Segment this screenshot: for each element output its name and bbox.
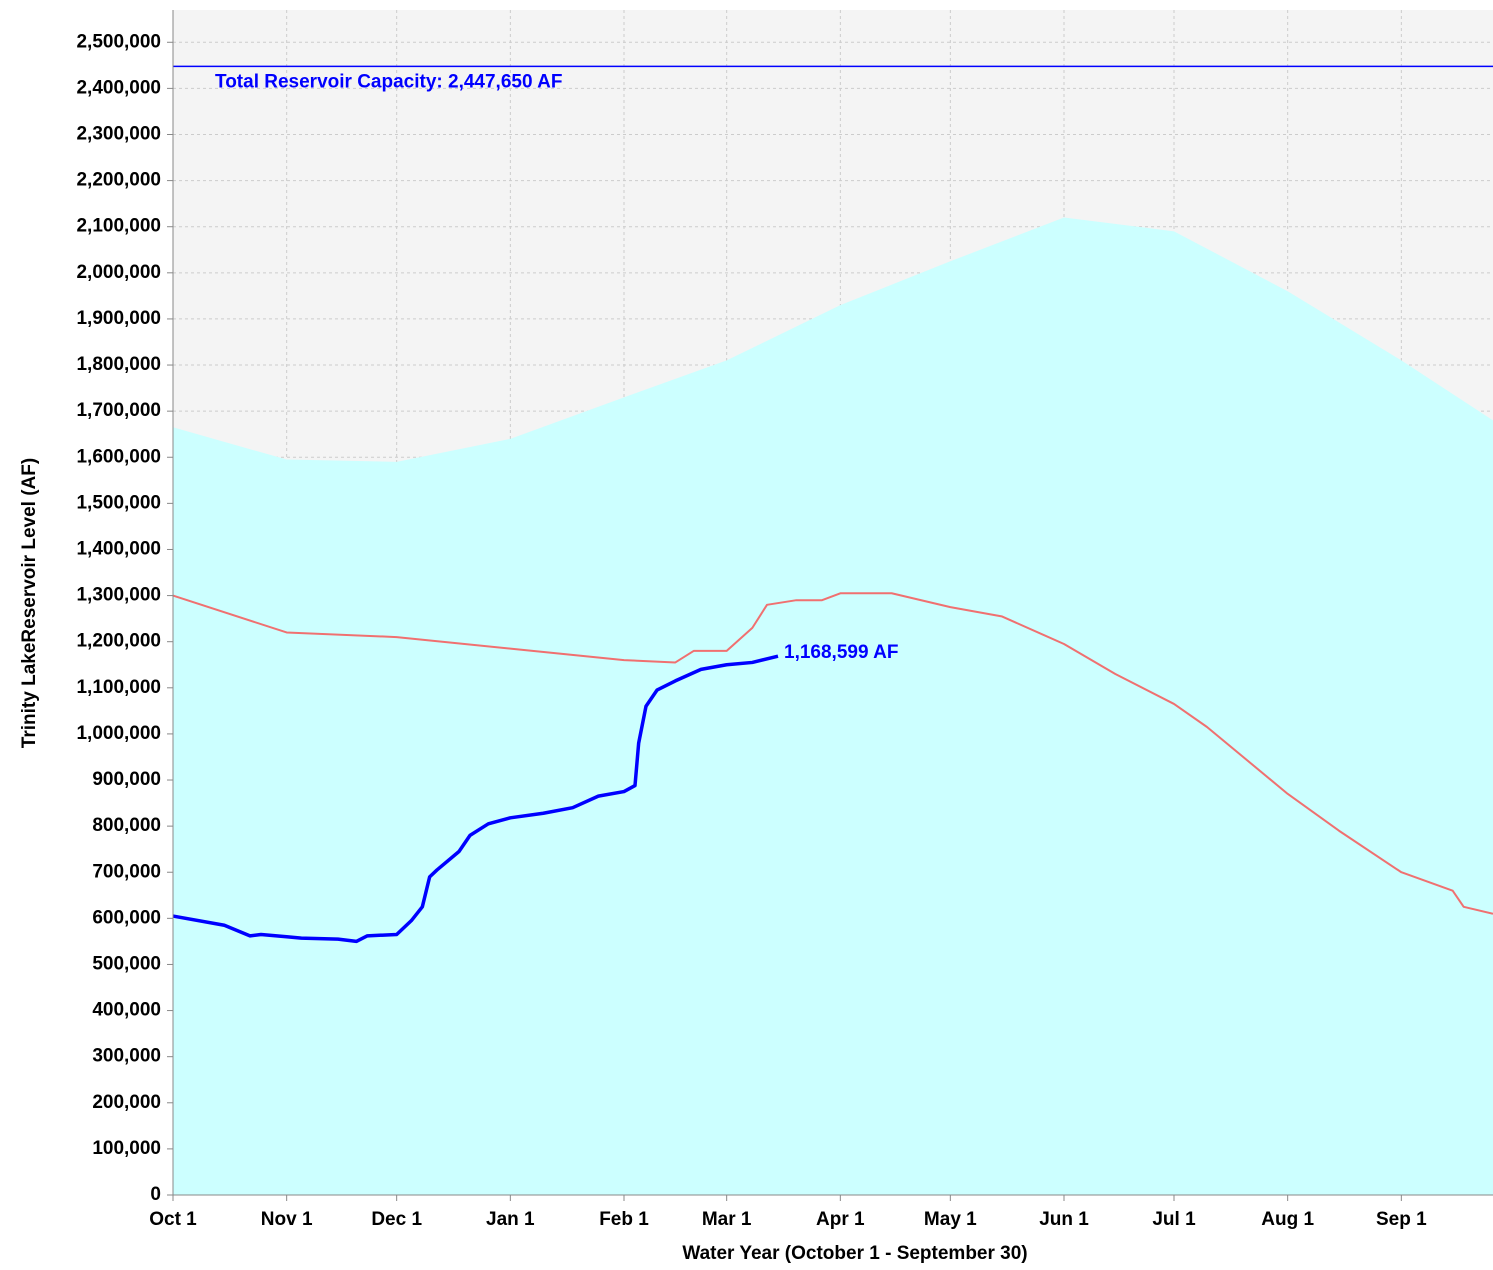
x-tick-label: Oct 1 [149, 1209, 197, 1230]
y-tick-label: 2,000,000 [76, 262, 161, 283]
x-tick-label: Jul 1 [1152, 1209, 1196, 1230]
y-tick-label: 600,000 [92, 907, 161, 928]
y-tick-label: 2,100,000 [76, 216, 161, 237]
area [173, 217, 1493, 1196]
capacity-label: Total Reservoir Capacity: 2,447,650 AF [215, 71, 562, 92]
y-tick-label: 2,200,000 [76, 170, 161, 191]
x-tick-label: Mar 1 [702, 1209, 752, 1230]
x-tick-label: Dec 1 [371, 1209, 422, 1230]
y-tick-label: 1,900,000 [76, 308, 161, 329]
x-tick-label: May 1 [924, 1209, 977, 1230]
x-tick-label: Sep 1 [1376, 1209, 1427, 1230]
y-tick-label: 1,300,000 [76, 585, 161, 606]
y-tick-label: 500,000 [92, 953, 161, 974]
y-tick-label: 200,000 [92, 1092, 161, 1113]
y-tick-label: 0 [150, 1184, 161, 1205]
y-tick-label: 1,100,000 [76, 677, 161, 698]
y-tick-label: 2,300,000 [76, 124, 161, 145]
y-tick-label: 1,600,000 [76, 446, 161, 467]
line [172, 654, 779, 944]
y-tick-label: 1,800,000 [76, 354, 161, 375]
y-tick-label: 1,200,000 [76, 631, 161, 652]
x-tick-label: Apr 1 [816, 1209, 865, 1230]
x-tick-label: Jun 1 [1039, 1209, 1089, 1230]
x-axis-label: Water Year (October 1 - September 30) [682, 1243, 1027, 1264]
y-tick-label: 2,400,000 [76, 77, 161, 98]
x-tick-label: Aug 1 [1261, 1209, 1314, 1230]
x-tick-label: Jan 1 [486, 1209, 535, 1230]
y-tick-label: 700,000 [92, 861, 161, 882]
y-tick-label: 800,000 [92, 815, 161, 836]
y-tick-label: 1,500,000 [76, 492, 161, 513]
y-tick-label: 2,500,000 [76, 31, 161, 52]
y-tick-label: 1,000,000 [76, 723, 161, 744]
y-axis-label: Trinity LakeReservoir Level (AF) [19, 458, 40, 748]
y-tick-label: 400,000 [92, 1000, 161, 1021]
y-tick-label: 1,700,000 [76, 400, 161, 421]
x-tick-label: Nov 1 [261, 1209, 313, 1230]
y-tick-label: 900,000 [92, 769, 161, 790]
y-tick-label: 300,000 [92, 1046, 161, 1067]
x-tick-label: Feb 1 [599, 1209, 649, 1230]
line [172, 592, 1493, 915]
y-tick-label: 100,000 [92, 1138, 161, 1159]
y-tick-label: 1,400,000 [76, 538, 161, 559]
data-label: 1,168,599 AF [784, 642, 898, 663]
